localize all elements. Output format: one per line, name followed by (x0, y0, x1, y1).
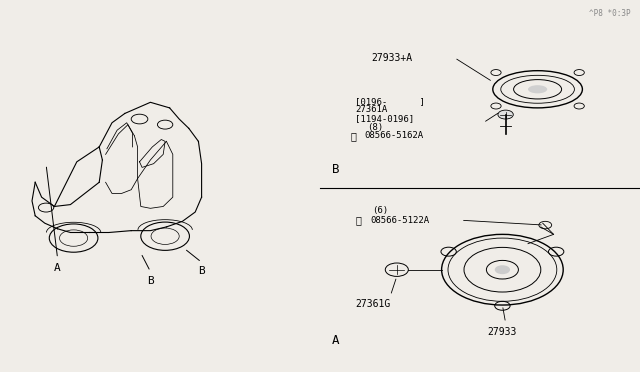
Text: 27933+A: 27933+A (371, 53, 412, 62)
Text: (8): (8) (367, 123, 383, 132)
Text: 27361A: 27361A (355, 105, 387, 114)
Text: A: A (54, 263, 61, 273)
Text: B: B (147, 276, 154, 286)
Text: Ⓢ: Ⓢ (351, 131, 357, 141)
Text: Ⓢ: Ⓢ (355, 215, 362, 225)
Text: B: B (332, 163, 340, 176)
Text: [0196-      ]: [0196- ] (355, 97, 425, 106)
Text: [1194-0196]: [1194-0196] (355, 114, 414, 123)
Circle shape (498, 110, 513, 119)
Text: 08566-5122A: 08566-5122A (370, 216, 429, 225)
Ellipse shape (528, 85, 547, 93)
Text: 27933: 27933 (488, 327, 517, 337)
Text: ^P8 *0:3P: ^P8 *0:3P (589, 9, 630, 17)
Text: B: B (198, 266, 205, 276)
Circle shape (495, 265, 510, 274)
Text: A: A (332, 334, 340, 347)
Text: 27361G: 27361G (355, 299, 390, 309)
Text: (6): (6) (372, 206, 388, 215)
Text: 08566-5162A: 08566-5162A (365, 131, 424, 140)
